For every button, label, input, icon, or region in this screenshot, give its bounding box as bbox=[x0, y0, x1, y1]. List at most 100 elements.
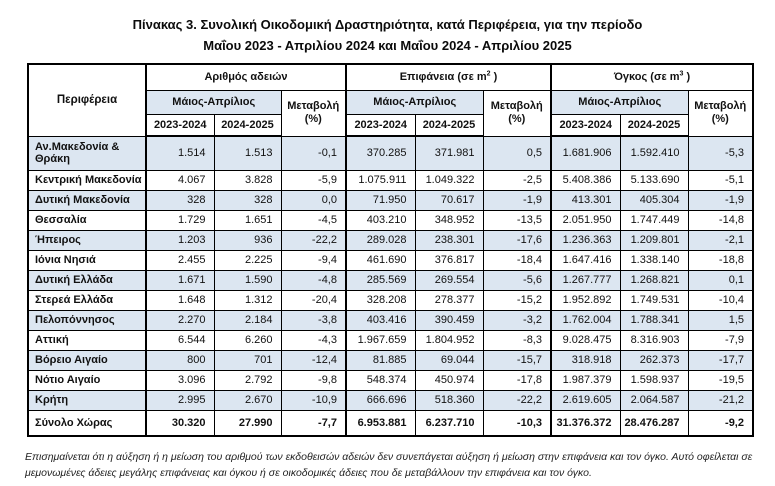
table-title-line1: Πίνακας 3. Συνολική Οικοδομική Δραστηριό… bbox=[132, 17, 643, 32]
volume-2024-2025-cell: 1.268.821 bbox=[619, 269, 689, 291]
volume-2024-2025-cell: 262.373 bbox=[619, 349, 689, 371]
volume-2024-2025-cell: 28.476.287 bbox=[619, 409, 689, 437]
permits-2024-2025-cell: 6.260 bbox=[213, 329, 282, 351]
year-header-permits-2024-2025: 2024-2025 bbox=[213, 113, 282, 137]
surface-2023-2024-cell: 548.374 bbox=[345, 369, 416, 391]
volume-2024-2025-cell: 1.749.531 bbox=[619, 289, 689, 311]
surface-change-cell: -17,8 bbox=[482, 369, 552, 391]
header-period-row: Μάιος-Απρίλιος Μεταβολή (%) Μάιος-Απρίλι… bbox=[28, 89, 754, 137]
permits-change-cell: -4,8 bbox=[280, 269, 347, 291]
table-title: Πίνακας 3. Συνολική Οικοδομική Δραστηριό… bbox=[0, 0, 775, 56]
volume-2023-2024-cell: 1.681.906 bbox=[550, 135, 621, 171]
volume-2024-2025-cell: 2.064.587 bbox=[619, 389, 689, 411]
volume-change-cell: -10,4 bbox=[687, 289, 754, 311]
surface-2024-2025-cell: 278.377 bbox=[414, 289, 484, 311]
permits-change-cell: -20,4 bbox=[280, 289, 347, 311]
permits-2024-2025-cell: 936 bbox=[213, 229, 282, 251]
volume-2023-2024-cell: 1.952.892 bbox=[550, 289, 621, 311]
surface-change-cell: -2,5 bbox=[482, 169, 552, 191]
volume-2024-2025-cell: 1.338.140 bbox=[619, 249, 689, 271]
volume-2024-2025-cell: 1.747.449 bbox=[619, 209, 689, 231]
permits-2023-2024-cell: 2.270 bbox=[145, 309, 215, 331]
change-header-permits: Μεταβολή (%) bbox=[280, 89, 347, 137]
permits-2023-2024-cell: 3.096 bbox=[145, 369, 215, 391]
group-surface-label: Επιφάνεια (σε m bbox=[399, 71, 487, 84]
group-header-surface: Επιφάνεια (σε m2 ) bbox=[345, 63, 552, 91]
surface-2024-2025-cell: 70.617 bbox=[414, 189, 484, 211]
volume-change-cell: -18,8 bbox=[687, 249, 754, 271]
volume-change-cell: 1,5 bbox=[687, 309, 754, 331]
year-header-surface-2023-2024: 2023-2024 bbox=[345, 113, 416, 137]
surface-change-cell: -17,6 bbox=[482, 229, 552, 251]
year-header-permits-2023-2024: 2023-2024 bbox=[145, 113, 215, 137]
permits-change-cell: -3,8 bbox=[280, 309, 347, 331]
surface-change-cell: -15,2 bbox=[482, 289, 552, 311]
surface-2024-2025-cell: 450.974 bbox=[414, 369, 484, 391]
permits-2024-2025-cell: 328 bbox=[213, 189, 282, 211]
volume-2023-2024-cell: 2.619.605 bbox=[550, 389, 621, 411]
surface-2023-2024-cell: 285.569 bbox=[345, 269, 416, 291]
permits-change-cell: -4,5 bbox=[280, 209, 347, 231]
surface-2024-2025-cell: 1.804.952 bbox=[414, 329, 484, 351]
table-row: Ιόνια Νησιά 2.455 2.225 -9,4 461.690 376… bbox=[27, 249, 754, 271]
table-title-line2: Μαΐου 2023 - Απριλίου 2024 και Μαΐου 202… bbox=[203, 38, 572, 53]
permits-2024-2025-cell: 2.184 bbox=[213, 309, 282, 331]
volume-2023-2024-cell: 2.051.950 bbox=[550, 209, 621, 231]
volume-2023-2024-cell: 1.762.004 bbox=[550, 309, 621, 331]
permits-2023-2024-cell: 2.995 bbox=[145, 389, 215, 411]
permits-2023-2024-cell: 6.544 bbox=[145, 329, 215, 351]
period-header-surface: Μάιος-Απρίλιος bbox=[345, 89, 484, 115]
table-row: Στερεά Ελλάδα 1.648 1.312 -20,4 328.208 … bbox=[27, 289, 754, 311]
volume-2023-2024-cell: 413.301 bbox=[550, 189, 621, 211]
volume-change-cell: -5,3 bbox=[687, 135, 754, 171]
surface-2023-2024-cell: 1.075.911 bbox=[345, 169, 416, 191]
permits-change-cell: -22,2 bbox=[280, 229, 347, 251]
surface-change-cell: -10,3 bbox=[482, 409, 552, 437]
permits-2024-2025-cell: 3.828 bbox=[213, 169, 282, 191]
region-cell: Στερεά Ελλάδα bbox=[27, 289, 147, 311]
permits-2023-2024-cell: 1.671 bbox=[145, 269, 215, 291]
table-row: Δυτική Μακεδονία 328 328 0,0 71.950 70.6… bbox=[27, 189, 754, 211]
surface-2024-2025-cell: 390.459 bbox=[414, 309, 484, 331]
table-row-total: Σύνολο Χώρας 30.320 27.990 -7,7 6.953.88… bbox=[27, 409, 754, 437]
change-header-volume: Μεταβολή (%) bbox=[687, 89, 754, 137]
surface-2024-2025-cell: 269.554 bbox=[414, 269, 484, 291]
surface-2024-2025-cell: 371.981 bbox=[414, 135, 484, 171]
group-surface-sup: 2 bbox=[486, 70, 491, 78]
region-cell: Κεντρική Μακεδονία bbox=[27, 169, 147, 191]
region-cell: Σύνολο Χώρας bbox=[27, 409, 147, 437]
permits-2024-2025-cell: 1.312 bbox=[213, 289, 282, 311]
volume-change-cell: -2,1 bbox=[687, 229, 754, 251]
surface-2024-2025-cell: 376.817 bbox=[414, 249, 484, 271]
region-cell: Αττική bbox=[27, 329, 147, 351]
permits-change-cell: -0,1 bbox=[280, 135, 347, 171]
table-row: Πελοπόννησος 2.270 2.184 -3,8 403.416 39… bbox=[27, 309, 754, 331]
volume-2023-2024-cell: 5.408.386 bbox=[550, 169, 621, 191]
volume-change-cell: -21,2 bbox=[687, 389, 754, 411]
permits-2023-2024-cell: 2.455 bbox=[145, 249, 215, 271]
surface-change-cell: 0,5 bbox=[482, 135, 552, 171]
header-years-row: 2023-2024 2024-2025 2023-2024 2024-2025 … bbox=[28, 113, 753, 137]
volume-2024-2025-cell: 1.598.937 bbox=[619, 369, 689, 391]
surface-change-cell: -13,5 bbox=[482, 209, 552, 231]
surface-2023-2024-cell: 289.028 bbox=[345, 229, 416, 251]
change-header-surface: Μεταβολή (%) bbox=[482, 89, 552, 137]
permits-2024-2025-cell: 1.651 bbox=[213, 209, 282, 231]
surface-2023-2024-cell: 6.953.881 bbox=[345, 409, 416, 437]
period-header-volume: Μάιος-Απρίλιος bbox=[550, 89, 689, 115]
volume-2023-2024-cell: 1.647.416 bbox=[550, 249, 621, 271]
permits-2024-2025-cell: 2.792 bbox=[213, 369, 282, 391]
permits-2024-2025-cell: 2.670 bbox=[213, 389, 282, 411]
volume-2024-2025-cell: 405.304 bbox=[619, 189, 689, 211]
volume-change-cell: -14,8 bbox=[687, 209, 754, 231]
permits-2023-2024-cell: 800 bbox=[145, 349, 215, 371]
table-row: Κεντρική Μακεδονία 4.067 3.828 -5,9 1.07… bbox=[27, 169, 754, 191]
table-header: Περιφέρεια Αριθμός αδειών Επιφάνεια (σε … bbox=[27, 63, 754, 137]
region-cell: Δυτική Ελλάδα bbox=[27, 269, 147, 291]
table-row: Βόρειο Αιγαίο 800 701 -12,4 81.885 69.04… bbox=[27, 349, 754, 371]
volume-2024-2025-cell: 1.788.341 bbox=[619, 309, 689, 331]
permits-2023-2024-cell: 1.648 bbox=[145, 289, 215, 311]
volume-2023-2024-cell: 31.376.372 bbox=[550, 409, 621, 437]
group-header-permits: Αριθμός αδειών bbox=[145, 63, 347, 91]
